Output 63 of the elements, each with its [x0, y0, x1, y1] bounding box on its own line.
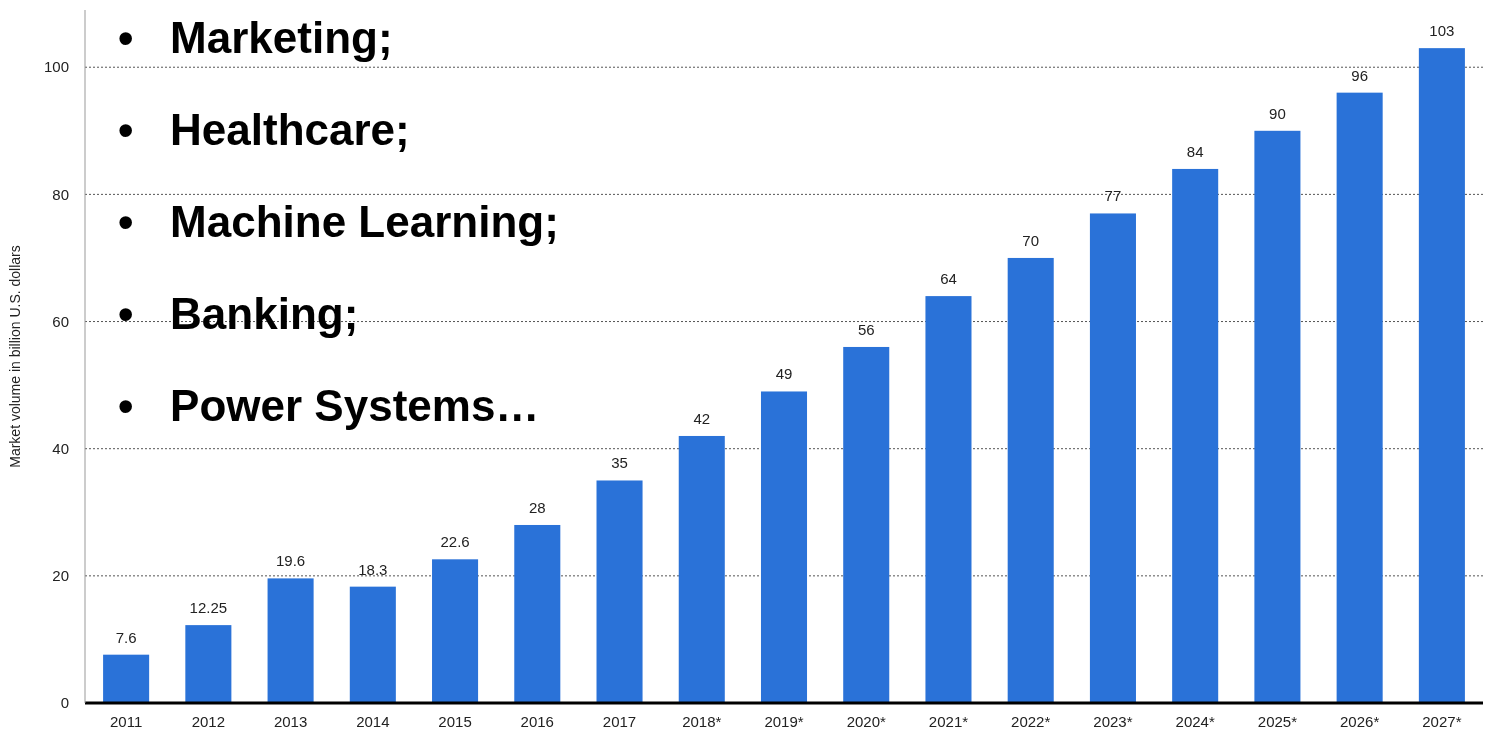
annotation: • Machine Learning;: [118, 197, 559, 247]
annotation: • Marketing;: [118, 13, 393, 63]
bar: [349, 586, 396, 703]
bar: [432, 559, 479, 703]
y-tick-label: 60: [52, 312, 69, 330]
y-tick-label: 80: [52, 185, 69, 203]
data-label: 28: [528, 498, 546, 516]
data-label: 70: [1022, 231, 1040, 249]
bar: [678, 435, 725, 703]
x-tick-label: 2024*: [1175, 713, 1215, 730]
x-tick-label: 2025*: [1257, 713, 1298, 730]
data-label: 96: [1351, 66, 1368, 84]
bar: [843, 346, 890, 703]
data-label: 35: [611, 454, 628, 472]
x-tick-label: 2012: [191, 713, 226, 730]
data-label: 19.6: [275, 552, 306, 570]
data-label: 56: [857, 320, 875, 338]
data-label: 42: [693, 409, 711, 427]
data-label: 77: [1104, 187, 1122, 205]
y-tick-label: 100: [43, 58, 69, 76]
bar: [185, 625, 232, 703]
annotation: • Power Systems…: [118, 381, 540, 431]
bar: [267, 578, 314, 703]
y-axis-title: Market volume in billion U.S. dollars: [7, 245, 23, 468]
x-tick-label: 2021*: [928, 713, 969, 730]
bar: [596, 480, 643, 703]
data-label: 64: [940, 270, 957, 288]
data-label: 18.3: [358, 560, 388, 578]
bar: [1336, 92, 1383, 703]
data-label: 49: [775, 365, 793, 383]
x-tick-label: 2014: [356, 713, 390, 730]
bar: [925, 296, 972, 703]
bar: [760, 391, 808, 703]
bar: [1254, 130, 1301, 703]
data-label: 7.6: [115, 628, 137, 646]
bar: [103, 654, 150, 703]
data-label: 22.6: [440, 533, 470, 551]
x-tick-label: 2020*: [846, 713, 886, 730]
annotation: • Banking;: [118, 289, 359, 339]
data-label: 103: [1429, 22, 1455, 40]
bar: [1418, 48, 1465, 703]
data-label: 12.25: [189, 599, 228, 617]
x-tick-label: 2019*: [764, 713, 804, 730]
y-tick-label: 20: [52, 567, 69, 585]
y-tick-label: 0: [60, 694, 69, 712]
x-tick-label: 2023*: [1093, 713, 1133, 730]
x-tick-label: 2011: [109, 713, 143, 730]
data-label: 90: [1269, 104, 1286, 122]
annotation: • Healthcare;: [118, 105, 410, 155]
bar: [1007, 257, 1054, 703]
bar: [1172, 168, 1219, 703]
x-tick-label: 2013: [273, 713, 308, 730]
x-tick-label: 2018*: [682, 713, 722, 730]
x-tick-label: 2017: [602, 713, 637, 730]
x-tick-label: 2016: [520, 713, 554, 730]
bar: [1089, 213, 1136, 703]
data-label: 84: [1186, 142, 1204, 160]
y-tick-label: 40: [52, 439, 69, 457]
x-tick-label: 2026*: [1340, 713, 1380, 730]
bar: [514, 524, 561, 703]
x-tick-label: 2027*: [1422, 713, 1462, 730]
x-tick-label: 2015: [438, 713, 472, 730]
x-tick-label: 2022*: [1011, 713, 1051, 730]
